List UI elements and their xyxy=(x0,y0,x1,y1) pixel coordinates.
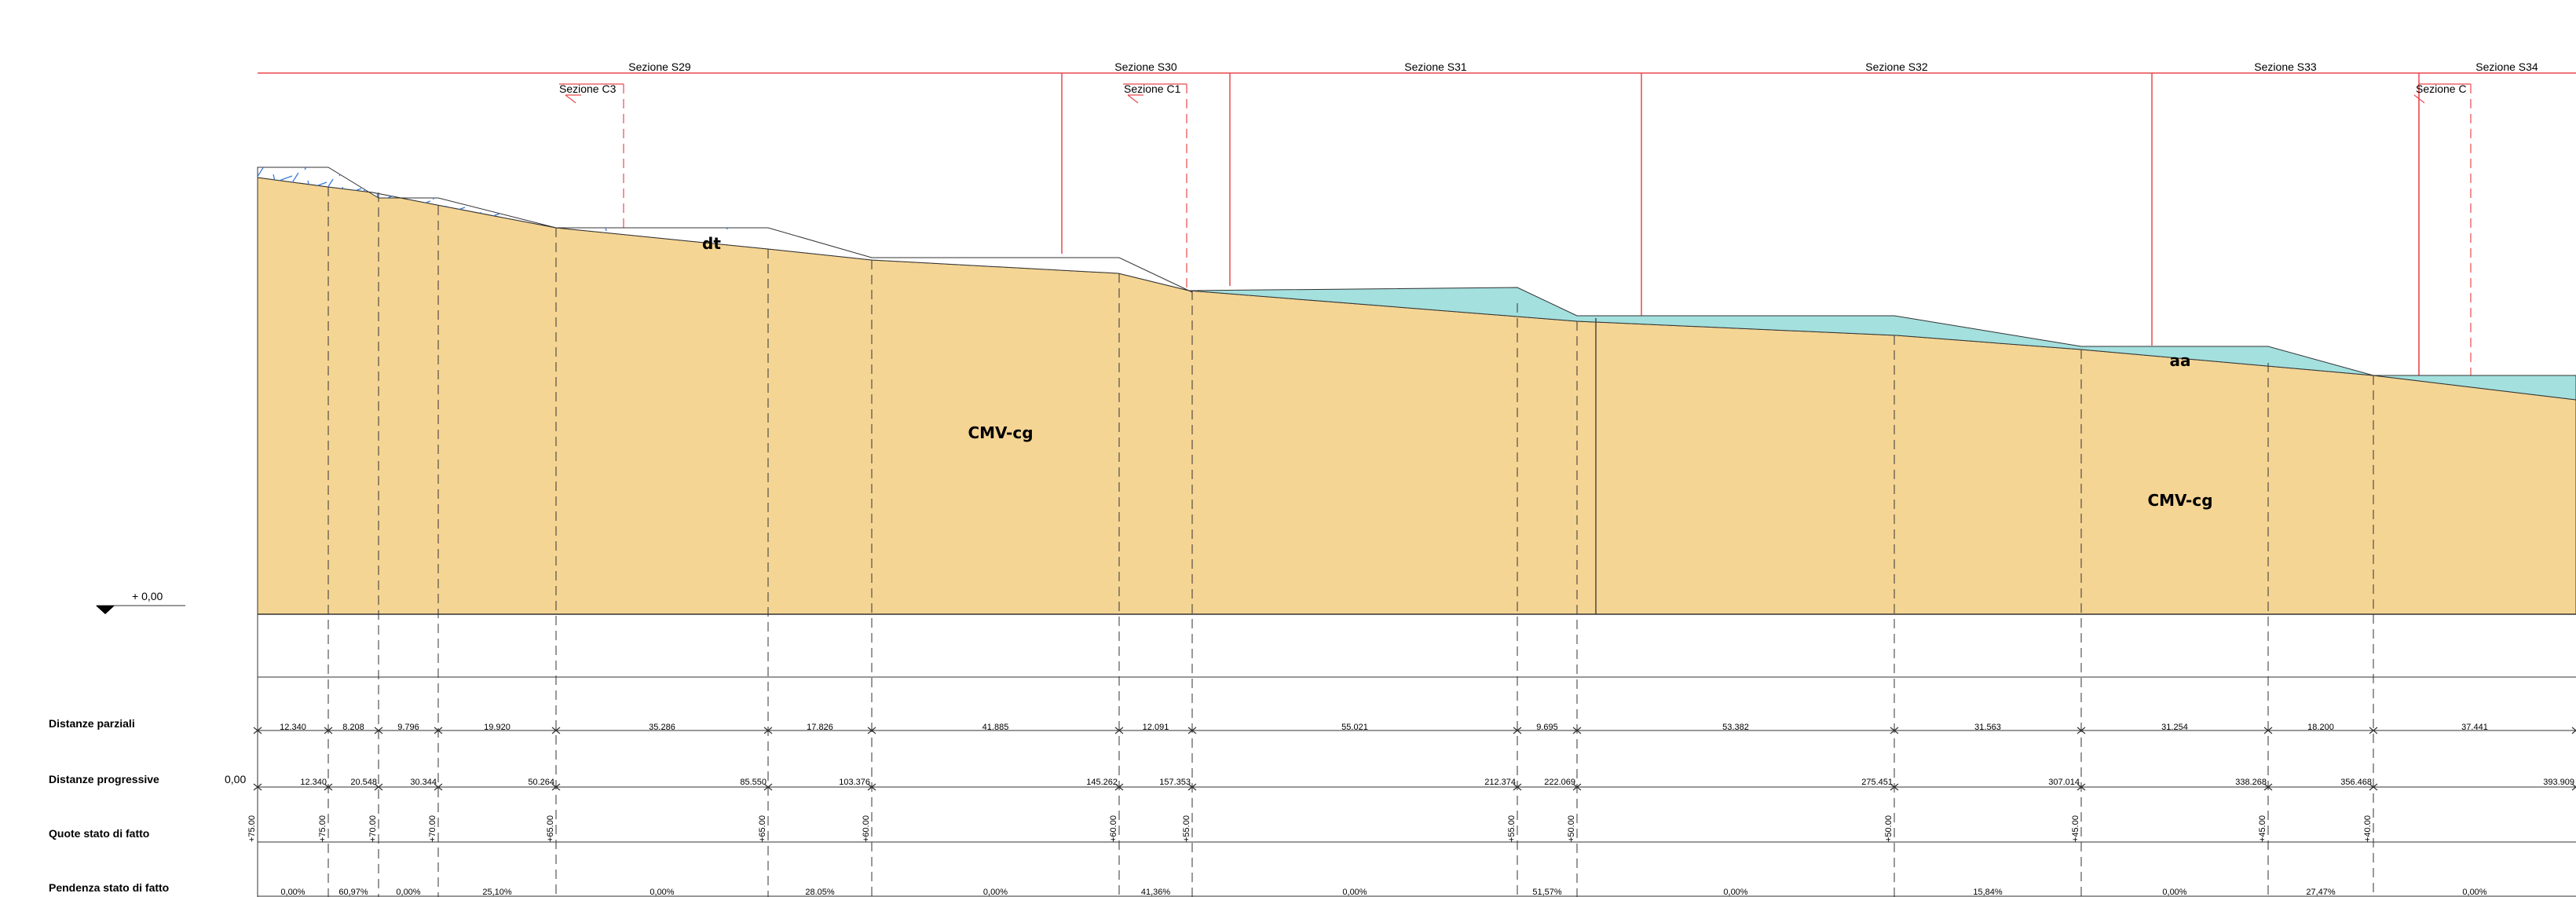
progressive-distance-cell: 12.340 xyxy=(300,778,327,787)
section-label-s34: Sezione S34 xyxy=(2475,60,2538,73)
partial-distance-cell: 53.382 xyxy=(1722,723,1749,732)
progressive-distance-cell: 212.374 xyxy=(1484,778,1516,787)
cross-section-label-c1: Sezione C1 xyxy=(1124,82,1181,95)
partial-distance-cell: 9.695 xyxy=(1536,723,1558,732)
progressive-distance-cell: 85.550 xyxy=(740,778,767,787)
slope-cell: 0,00% xyxy=(2462,888,2486,897)
quote-cell: +75.00 xyxy=(318,815,327,842)
reference-level-marker: + 0,00 xyxy=(96,590,185,614)
quote-cell: +40.00 xyxy=(2363,815,2373,842)
soil-body-cmv xyxy=(257,177,2576,615)
partial-distance-cell: 12.340 xyxy=(280,723,306,732)
progressive-distance-cell: 338.268 xyxy=(2235,778,2267,787)
partial-distance-cell: 37.441 xyxy=(2461,723,2488,732)
partial-distance-cell: 35.286 xyxy=(649,723,675,732)
quote-cell: +45.00 xyxy=(2258,815,2267,842)
progressive-distance-cell: 50.264 xyxy=(528,778,554,787)
slope-cell: 15,84% xyxy=(1973,888,2003,897)
material-label-cmv-left: CMV-cg xyxy=(968,423,1033,442)
cross-section-label-c: Sezione C xyxy=(2416,82,2467,95)
quote-cell: +50.00 xyxy=(1567,815,1576,842)
progressive-distance-cell: 222.069 xyxy=(1544,778,1575,787)
quote-cell: +60.00 xyxy=(1109,815,1118,842)
progressive-distance-cell: 356.468 xyxy=(2340,778,2372,787)
row-label-quote: Quote stato di fatto xyxy=(49,827,149,840)
cross-section-c1: Sezione C1 xyxy=(1123,82,1187,289)
cross-section-c3: Sezione C3 xyxy=(559,82,624,228)
row-label-progressive: Distanze progressive xyxy=(49,773,159,785)
progressive-distance-cell: 103.376 xyxy=(839,778,870,787)
progressive-distance-cell: 307.014 xyxy=(2048,778,2080,787)
quote-cell: +70.00 xyxy=(368,815,378,842)
partial-distance-cell: 31.254 xyxy=(2161,723,2188,732)
progressive-distance-cell: 393.909 xyxy=(2543,778,2574,787)
slope-cell: 28.05% xyxy=(805,888,835,897)
material-label-aa: aa xyxy=(2170,351,2191,370)
quote-cell: +55.00 xyxy=(1182,815,1191,842)
slope-cell: 27,47% xyxy=(2306,888,2336,897)
slope-cell: 51,57% xyxy=(1532,888,1562,897)
quote-cell: +45.00 xyxy=(2071,815,2080,842)
slope-cell: 0,00% xyxy=(1723,888,1747,897)
partial-distance-cell: 8.208 xyxy=(342,723,364,732)
slope-cell: 25,10% xyxy=(482,888,512,897)
slope-cell: 60,97% xyxy=(338,888,368,897)
slope-cell: 0,00% xyxy=(396,888,420,897)
aa-layer xyxy=(1188,287,2576,401)
progressive-distance-cell: 145.262 xyxy=(1086,778,1118,787)
quote-cell: +55.00 xyxy=(1507,815,1517,842)
cross-section-label-c3: Sezione C3 xyxy=(559,82,617,95)
section-label-s33: Sezione S33 xyxy=(2254,60,2317,73)
slope-cell: 0,00% xyxy=(1342,888,1367,897)
quote-cell: +70.00 xyxy=(428,815,437,842)
partial-distance-cell: 17.826 xyxy=(807,723,833,732)
slope-cell: 41,36% xyxy=(1141,888,1171,897)
slope-cell: 0,00% xyxy=(280,888,305,897)
progressive-distance-cell: 30.344 xyxy=(410,778,437,787)
progressive-start: 0,00 xyxy=(225,773,246,785)
section-label-s31: Sezione S31 xyxy=(1404,60,1467,73)
slope-cell: 0,00% xyxy=(2162,888,2186,897)
data-table: Distanze parziali Distanze progressive Q… xyxy=(49,717,2576,897)
partial-distance-cell: 41.885 xyxy=(982,723,1009,732)
row-label-slope: Pendenza stato di fatto xyxy=(49,881,169,894)
progressive-distance-cell: 157.353 xyxy=(1159,778,1191,787)
material-label-cmv-right: CMV-cg xyxy=(2147,491,2212,510)
partial-distance-cell: 55.021 xyxy=(1341,723,1368,732)
material-label-dt: dt xyxy=(702,234,721,253)
section-label-s29: Sezione S29 xyxy=(628,60,691,73)
section-label-s32: Sezione S32 xyxy=(1865,60,1928,73)
slope-cell: 0,00% xyxy=(649,888,674,897)
partial-distance-cell: 18.200 xyxy=(2307,723,2334,732)
section-label-s30: Sezione S30 xyxy=(1114,60,1177,73)
row-label-partial: Distanze parziali xyxy=(49,717,135,730)
reference-level-label: + 0,00 xyxy=(132,590,163,602)
quote-cell: +65.00 xyxy=(546,815,555,842)
partial-distance-cell: 12.091 xyxy=(1143,723,1169,732)
section-header: Sezione S29 Sezione S30 Sezione S31 Sezi… xyxy=(258,60,2576,379)
partial-distance-cell: 31.563 xyxy=(1974,723,2001,732)
partial-distance-cell: 19.920 xyxy=(484,723,510,732)
quote-cell: +65.00 xyxy=(758,815,767,842)
slope-cell: 0,00% xyxy=(983,888,1008,897)
progressive-distance-cell: 275.451 xyxy=(1861,778,1893,787)
progressive-distance-cell: 20.548 xyxy=(350,778,377,787)
partial-distance-cell: 9.796 xyxy=(397,723,419,732)
quote-cell: +50.00 xyxy=(1884,815,1894,842)
quote-cell: +75.00 xyxy=(247,815,257,842)
quote-cell: +60.00 xyxy=(862,815,871,842)
cross-section-c: Sezione C xyxy=(2413,82,2472,379)
